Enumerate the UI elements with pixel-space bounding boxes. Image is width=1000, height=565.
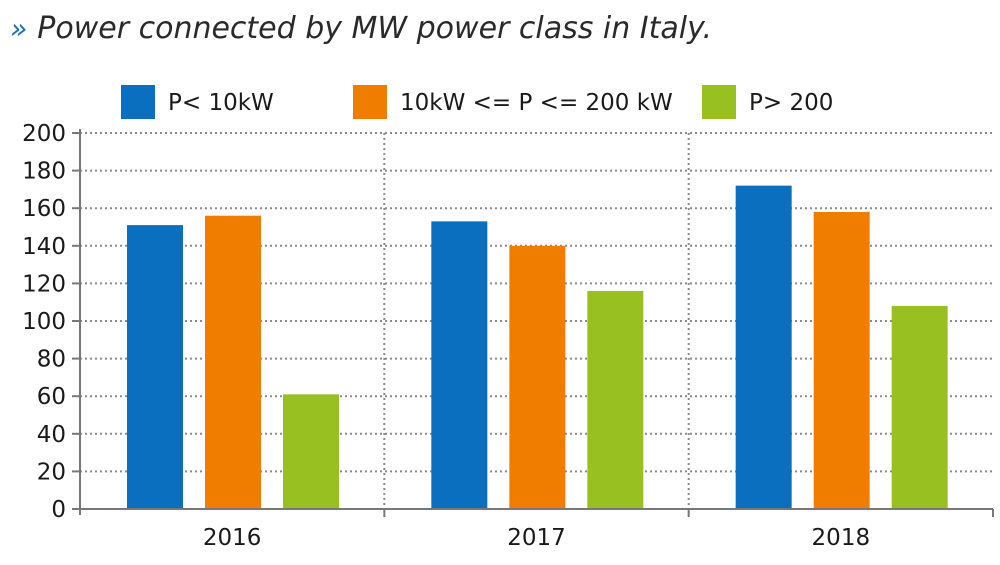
y-tick-label: 160: [22, 196, 66, 222]
y-tick-label: 140: [22, 234, 66, 260]
legend-swatch: [121, 85, 155, 119]
bar: [127, 225, 183, 509]
y-tick-label: 60: [37, 384, 66, 410]
legend-label: P> 200: [749, 90, 833, 116]
bars: [127, 185, 948, 510]
y-tick-label: 180: [22, 159, 66, 185]
x-tick-label: 2017: [507, 525, 566, 551]
y-tick-label: 200: [22, 121, 66, 147]
y-tick-label: 80: [37, 347, 66, 373]
bar: [813, 211, 870, 509]
legend-label: 10kW <= P <= 200 kW: [400, 90, 673, 116]
bar: [431, 221, 488, 510]
x-tick-label: 2016: [203, 525, 262, 551]
legend-swatch: [702, 85, 736, 119]
y-tick-label: 20: [37, 459, 66, 485]
title-marker: »: [10, 11, 28, 45]
x-tick-label: 2018: [812, 525, 871, 551]
y-tick-label: 0: [51, 497, 66, 523]
bar: [283, 394, 339, 509]
bar: [587, 290, 644, 509]
chart-title: » Power connected by MW power class in I…: [10, 6, 712, 50]
chart-title-text: Power connected by MW power class in Ita…: [37, 10, 713, 46]
y-tick-label: 40: [37, 422, 66, 448]
bar: [509, 245, 566, 510]
bar: [891, 305, 948, 509]
bar: [205, 215, 261, 509]
y-axis-ticks: 0 20 40 60 80 100 120 140 160 180 200: [22, 121, 80, 523]
legend: P< 10kW 10kW <= P <= 200 kW P> 200: [121, 85, 833, 119]
y-tick-label: 100: [22, 309, 66, 335]
bar: [735, 185, 792, 509]
legend-label: P< 10kW: [168, 90, 274, 116]
y-tick-label: 120: [22, 271, 66, 297]
legend-swatch: [353, 85, 387, 119]
x-axis-ticks: 2016 2017 2018: [203, 525, 870, 551]
